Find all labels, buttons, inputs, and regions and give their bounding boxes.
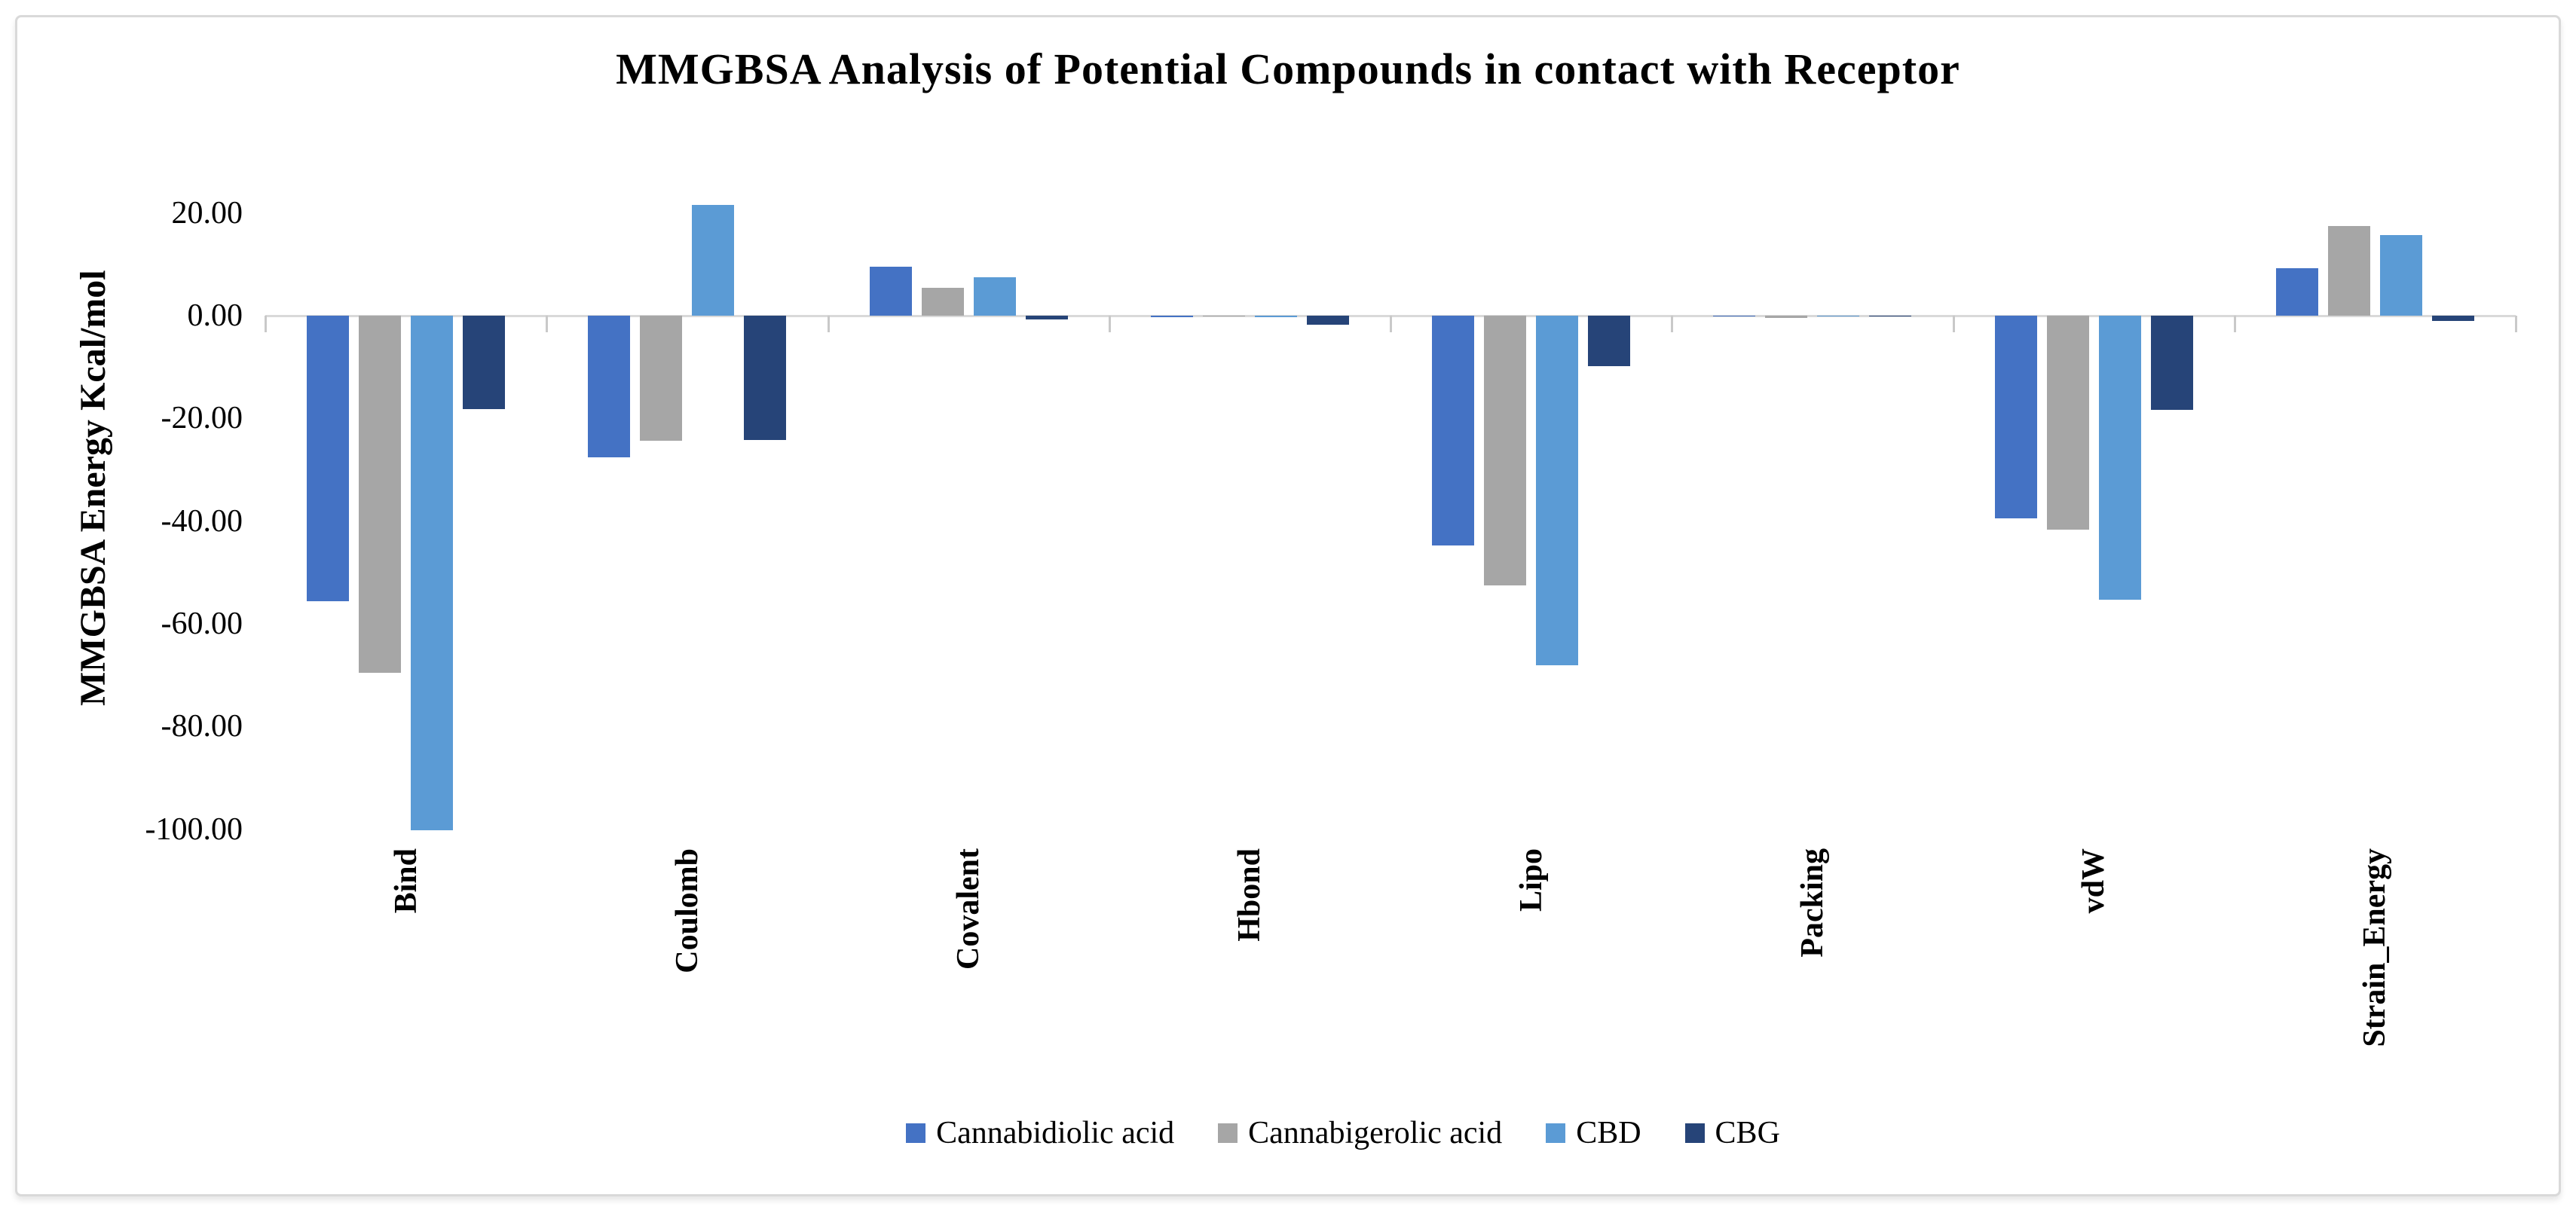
bar-cannabidiolic-acid-hbond xyxy=(1151,316,1193,317)
bar-cbd-coulomb xyxy=(692,205,734,316)
legend-swatch-icon xyxy=(1684,1123,1705,1143)
x-axis-tick-mark xyxy=(1390,316,1392,332)
legend-item-cannabidiolic-acid: Cannabidiolic acid xyxy=(906,1115,1174,1151)
category-label-lipo: Lipo xyxy=(1514,848,1549,912)
bar-cannabigerolic-acid-strain-energy xyxy=(2328,226,2370,316)
legend-item-cbg: CBG xyxy=(1684,1115,1780,1151)
category-label-coulomb: Coulomb xyxy=(670,848,705,973)
legend: Cannabidiolic acid Cannabigerolic acid CBD… xyxy=(110,1115,2576,1151)
legend-swatch-icon xyxy=(906,1123,926,1143)
legend-label: Cannabigerolic acid xyxy=(1248,1116,1503,1150)
y-tick-label--100-00: -100.00 xyxy=(145,811,243,847)
category-label-strain-energy: Strain_Energy xyxy=(2357,848,2392,1047)
bar-cannabigerolic-acid-vdw xyxy=(2047,316,2089,530)
legend-item-cannabigerolic-acid: Cannabigerolic acid xyxy=(1218,1115,1502,1151)
bar-cannabidiolic-acid-coulomb xyxy=(588,316,630,457)
bar-cannabigerolic-acid-packing xyxy=(1765,316,1807,318)
legend-label: CBG xyxy=(1715,1116,1780,1150)
bar-cbd-vdw xyxy=(2099,316,2141,600)
x-axis-tick-mark xyxy=(546,316,548,332)
bar-cbg-hbond xyxy=(1307,316,1349,325)
bar-cbg-coulomb xyxy=(744,316,786,440)
x-axis-tick-mark xyxy=(1953,316,1955,332)
bar-cannabigerolic-acid-bind xyxy=(359,316,401,673)
bar-cannabigerolic-acid-coulomb xyxy=(640,316,682,441)
bar-cannabidiolic-acid-strain-energy xyxy=(2276,268,2318,316)
category-label-bind: Bind xyxy=(389,848,424,914)
bar-cannabidiolic-acid-bind xyxy=(307,316,349,601)
bar-cbg-strain-energy xyxy=(2432,316,2474,321)
legend-label: CBD xyxy=(1576,1116,1641,1150)
bar-cannabidiolic-acid-vdw xyxy=(1995,316,2037,518)
chart-title: MMGBSA Analysis of Potential Compounds i… xyxy=(616,44,1960,93)
y-tick-label--60-00: -60.00 xyxy=(161,606,243,642)
x-axis-tick-mark xyxy=(265,316,267,332)
x-axis-tick-mark xyxy=(828,316,830,332)
category-label-covalent: Covalent xyxy=(951,848,986,970)
bar-cbg-vdw xyxy=(2151,316,2193,410)
bar-cbg-lipo xyxy=(1588,316,1630,366)
x-axis-tick-mark xyxy=(2234,316,2236,332)
legend-swatch-icon xyxy=(1218,1123,1238,1143)
bar-cbd-hbond xyxy=(1255,316,1297,317)
bar-cbd-bind xyxy=(411,316,453,830)
legend-item-cbd: CBD xyxy=(1546,1115,1641,1151)
x-axis-tick-mark xyxy=(1109,316,1111,332)
y-axis-title: MMGBSA Energy Kcal/mol xyxy=(73,270,113,707)
category-label-vdw: vdW xyxy=(2076,848,2111,914)
y-tick-label-0-00: 0.00 xyxy=(187,298,243,333)
x-axis-tick-mark xyxy=(1671,316,1673,332)
y-tick-label-20-00: 20.00 xyxy=(171,195,243,231)
bar-cannabigerolic-acid-covalent xyxy=(922,288,964,316)
bar-cannabidiolic-acid-lipo xyxy=(1432,316,1474,545)
y-tick-label--20-00: -20.00 xyxy=(161,401,243,436)
bar-cannabigerolic-acid-lipo xyxy=(1484,316,1526,585)
category-label-hbond: Hbond xyxy=(1232,848,1267,942)
x-axis-tick-mark xyxy=(2515,316,2517,332)
legend-swatch-icon xyxy=(1546,1123,1566,1143)
bar-cbd-covalent xyxy=(974,277,1016,316)
bar-cbg-covalent xyxy=(1026,316,1068,319)
bar-cbd-lipo xyxy=(1536,316,1578,665)
legend-label: Cannabidiolic acid xyxy=(936,1116,1175,1150)
bar-cannabidiolic-acid-covalent xyxy=(870,267,912,316)
y-tick-label--80-00: -80.00 xyxy=(161,709,243,744)
category-label-packing: Packing xyxy=(1795,848,1830,958)
y-tick-label--40-00: -40.00 xyxy=(161,503,243,539)
bar-cbd-strain-energy xyxy=(2380,235,2422,316)
bar-cbg-bind xyxy=(463,316,505,409)
